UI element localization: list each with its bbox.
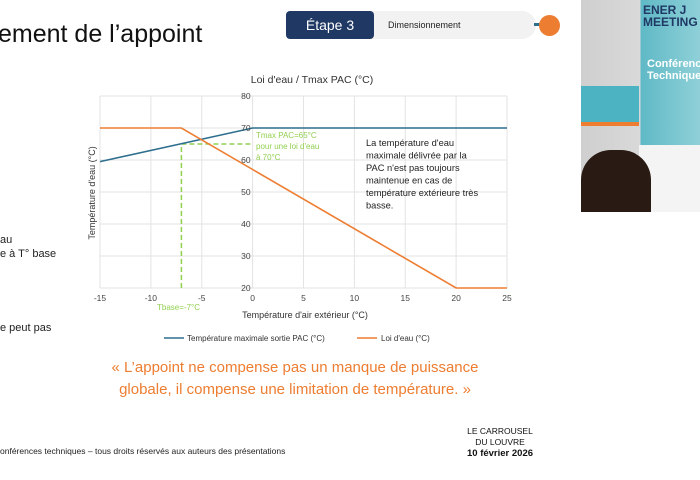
water-law-chart: Loi d'eau / Tmax PAC (°C) -15 -10 -5 0 5 10 15…	[87, 74, 512, 343]
y-tick-label: 80	[241, 91, 251, 101]
venue-info: LE CARROUSEL DU LOUVRE 10 février 2026	[450, 426, 550, 459]
y-tick-label: 40	[241, 219, 251, 229]
note-line: maintenue en cas de	[366, 176, 452, 186]
slide-title: ement de l’appoint	[0, 20, 203, 48]
screen-text: Conférence Techniques	[647, 58, 700, 82]
tmax-annotation-3: à 70°C	[256, 153, 281, 162]
quote-line-1: « L’appoint ne compense pas un manque de…	[111, 359, 479, 376]
series-line-loi-eau	[100, 127, 507, 289]
note-line: température extérieure très	[366, 188, 478, 198]
y-tick-label: 20	[241, 283, 251, 293]
footer-copyright: onférences techniques – tous droits rése…	[0, 446, 286, 456]
series-line-tmax-pac	[99, 127, 507, 163]
x-tick-label: 25	[502, 293, 512, 303]
side-text-3: e peut pas	[0, 322, 52, 334]
x-tick-label: 5	[301, 293, 306, 303]
x-axis-label: Température d'air extérieur (°C)	[242, 310, 368, 320]
x-tick-label: 15	[401, 293, 411, 303]
speaker-video-feed: ENER J MEETING Conférence Techniques	[581, 0, 700, 212]
x-tick-label: -10	[145, 293, 158, 303]
y-tick-label: 70	[241, 123, 251, 133]
x-tick-label: -5	[198, 293, 206, 303]
note-line: La température d'eau	[366, 138, 454, 148]
venue-line-1: LE CARROUSEL	[467, 426, 533, 436]
y-tick-label: 30	[241, 251, 251, 261]
chart-title: Loi d'eau / Tmax PAC (°C)	[251, 74, 374, 86]
y-tick-label: 60	[241, 155, 251, 165]
side-text-2: e à T° base	[0, 248, 57, 260]
note-line: PAC n'est pas toujours	[366, 163, 460, 173]
quote: « L’appoint ne compense pas un manque de…	[0, 357, 590, 401]
note-line: maximale délivrée par la	[366, 151, 468, 161]
x-tick-label: 20	[451, 293, 461, 303]
step-dot-icon	[539, 15, 560, 36]
step-label: Étape 3	[286, 11, 374, 39]
tbase-annotation: Tbase=-7°C	[157, 303, 200, 312]
tmax-annotation-1: Tmax PAC=65°C	[256, 131, 317, 140]
lectern-stripe	[581, 122, 639, 126]
side-text-1: au	[0, 234, 13, 246]
lectern-sign	[581, 86, 639, 126]
tmax-annotation-2: pour une loi d'eau	[256, 142, 319, 151]
venue-date: 10 février 2026	[466, 448, 534, 459]
legend-label-tmax: Température maximale sortie PAC (°C)	[187, 334, 325, 343]
quote-line-2: globale, il compense une limitation de t…	[119, 381, 471, 398]
audience-silhouette	[581, 150, 651, 212]
step-description: Dimensionnement	[388, 20, 461, 30]
x-tick-label: 0	[250, 293, 255, 303]
legend-label-loi: Loi d'eau (°C)	[381, 334, 430, 343]
x-tick-label: -15	[94, 293, 107, 303]
event-banner-text: ENER J MEETING	[643, 3, 698, 29]
x-tick-label: 10	[350, 293, 360, 303]
step-connector	[534, 23, 542, 26]
note-line: basse.	[366, 201, 393, 211]
y-axis-label: Température d'eau (°C)	[87, 146, 97, 239]
y-tick-label: 50	[241, 187, 251, 197]
venue-line-2: DU LOUVRE	[475, 437, 525, 447]
